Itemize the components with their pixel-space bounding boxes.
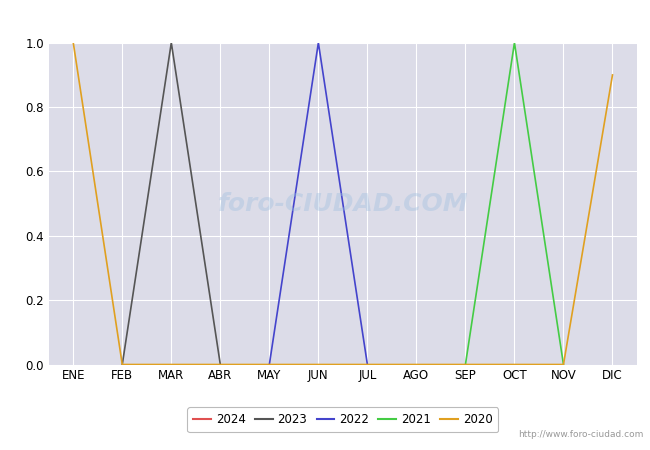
Text: Matriculaciones de Vehiculos en Robledillo de Gata: Matriculaciones de Vehiculos en Robledil… [114, 8, 536, 26]
Legend: 2024, 2023, 2022, 2021, 2020: 2024, 2023, 2022, 2021, 2020 [187, 407, 499, 432]
Text: foro-CIUDAD.COM: foro-CIUDAD.COM [218, 192, 468, 216]
Text: http://www.foro-ciudad.com: http://www.foro-ciudad.com [518, 430, 644, 439]
